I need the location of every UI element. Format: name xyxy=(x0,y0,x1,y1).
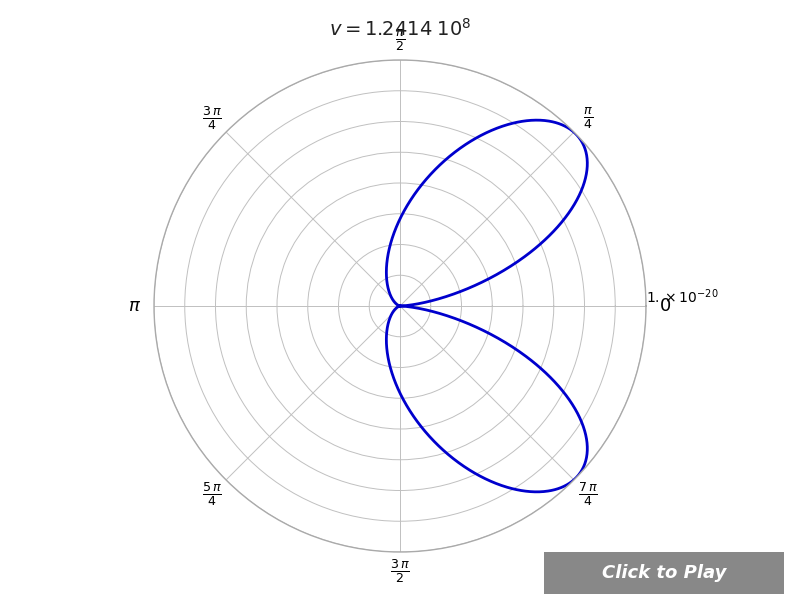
Text: $v = 1.2414\;10^8$: $v = 1.2414\;10^8$ xyxy=(329,18,471,40)
Text: Click to Play: Click to Play xyxy=(602,564,726,582)
